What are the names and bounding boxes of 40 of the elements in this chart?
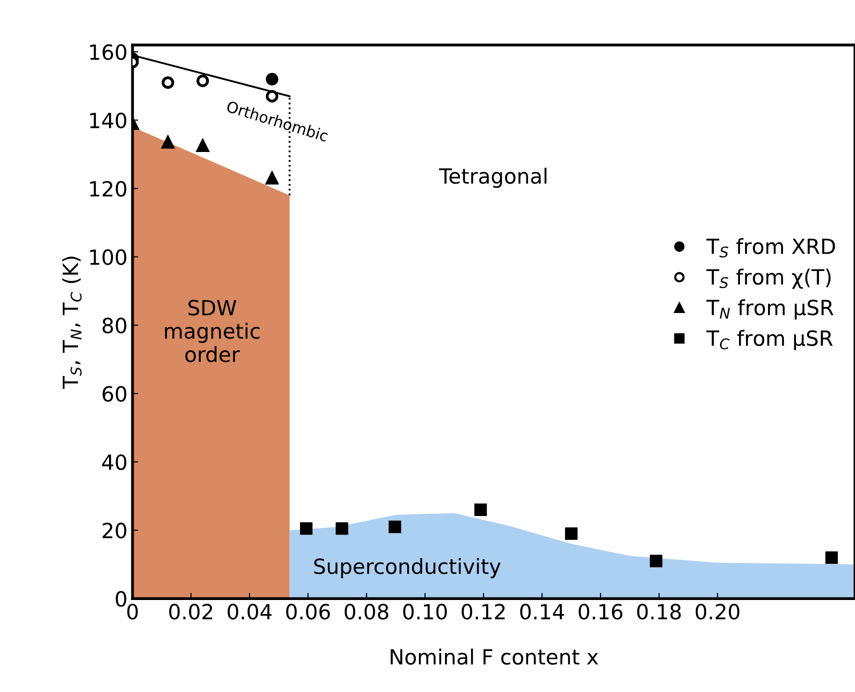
point <box>300 522 313 535</box>
point <box>825 551 838 564</box>
x-tick-label: 0.14 <box>520 604 564 620</box>
annotation: Tetragonal <box>439 168 546 188</box>
x-axis-title: Nominal F content x <box>390 648 598 665</box>
x-tick-label: 0.02 <box>169 604 212 620</box>
point <box>266 90 278 102</box>
x-tick-label: 0.12 <box>462 604 505 620</box>
x-tick-label: 0 <box>127 604 138 620</box>
annotation: SDW magnetic order <box>165 300 260 362</box>
x-tick-label: 0.18 <box>637 604 681 620</box>
y-tick-label: 120 <box>90 180 126 197</box>
legend-label: T$_{N}$ from μSR <box>706 299 834 320</box>
y-tick-label: 40 <box>102 454 126 470</box>
point <box>162 136 174 149</box>
y-tick-label: 60 <box>102 386 126 402</box>
point <box>650 554 662 568</box>
point <box>336 522 348 535</box>
point <box>474 503 487 516</box>
point <box>196 74 209 88</box>
y-tick-label: 80 <box>102 318 126 334</box>
y-axis-title: T$_{S}$, T$_{N}$, T$_{C}$ (K) <box>62 256 82 389</box>
legend-label: T$_{C}$ from μSR <box>706 330 833 350</box>
x-tick-label: 0.16 <box>578 604 622 620</box>
legend-label: T$_{S}$ from XRD <box>706 238 835 258</box>
annotation: Superconductivity <box>314 558 501 578</box>
point <box>162 76 174 89</box>
x-tick-label: 0.04 <box>228 604 272 620</box>
y-tick-label: 160 <box>90 44 126 60</box>
point <box>565 527 578 540</box>
x-tick-label: 0.20 <box>696 604 740 620</box>
legend-label: T$_{S}$ from χ(T) <box>706 268 831 289</box>
y-tick-label: 0 <box>116 591 126 607</box>
y-tick-label: 20 <box>102 522 126 538</box>
x-tick-label: 0.08 <box>344 604 388 620</box>
y-tick-label: 100 <box>90 249 126 266</box>
y-tick-label: 140 <box>90 112 126 128</box>
point <box>388 520 402 534</box>
x-tick-label: 0.10 <box>403 604 447 620</box>
x-tick-label: 0.06 <box>286 604 330 620</box>
